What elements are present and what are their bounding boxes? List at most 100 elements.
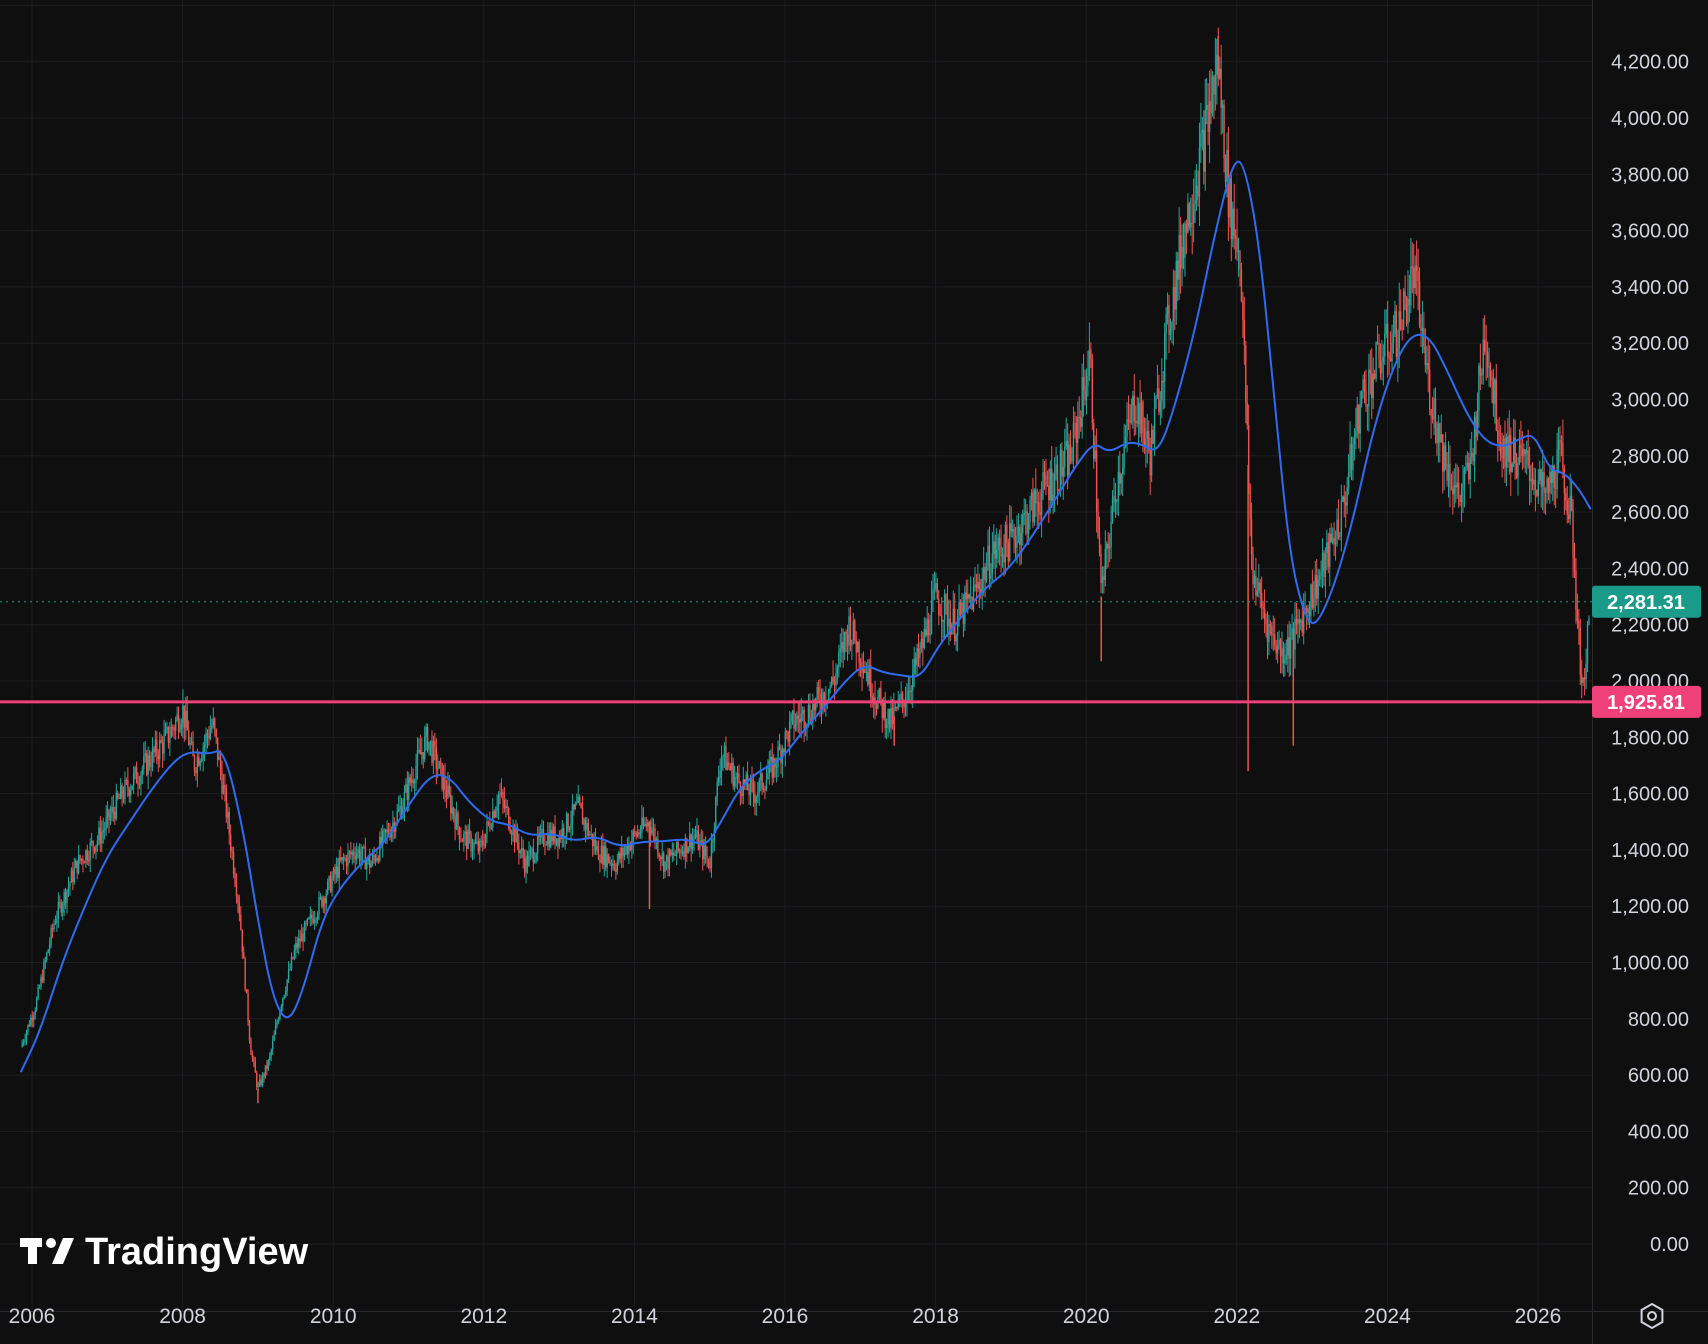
candle-body (541, 829, 543, 832)
candle-body (1397, 347, 1399, 357)
candle-body (1456, 482, 1458, 488)
candle-body (1006, 524, 1008, 543)
candle-body (1526, 450, 1528, 454)
candle-body (347, 852, 349, 867)
candle-body (1400, 311, 1402, 330)
candle-body (745, 774, 747, 785)
candle-body (1011, 529, 1014, 532)
candle-body (1258, 582, 1260, 591)
candle-body (479, 840, 481, 852)
candle-body (510, 832, 513, 835)
candle-body (678, 850, 681, 852)
candle-body (1368, 369, 1370, 406)
gear-icon[interactable] (1640, 1302, 1664, 1330)
candle-body (600, 845, 603, 863)
candle-body (916, 647, 918, 666)
candle-body (270, 1050, 272, 1056)
candle-body (841, 641, 843, 649)
candle-body (1511, 463, 1513, 472)
candle-body (628, 843, 630, 854)
candle-body (160, 740, 162, 743)
candle-body (910, 690, 912, 692)
candle-body (277, 1019, 280, 1023)
candle-body (248, 1021, 251, 1041)
candle-body (1236, 239, 1238, 253)
candle-body (111, 807, 113, 815)
candle-body (306, 918, 309, 924)
candle-body (1068, 444, 1070, 476)
candle-body (332, 868, 335, 879)
candle-body (1455, 485, 1457, 488)
candle-body (109, 814, 112, 820)
candle-body (1081, 377, 1083, 427)
candle-body (884, 701, 886, 729)
candle-body (1198, 147, 1201, 197)
candle-body (755, 796, 758, 804)
candle-body (738, 773, 740, 783)
candle-body (1230, 178, 1232, 240)
price-axis[interactable]: 0.00 200.00 400.00 600.00 800.00 1,000.00 1,20… (1611, 52, 1689, 1256)
candle-body (942, 619, 944, 623)
candle-body (1295, 618, 1298, 625)
candle-body (415, 766, 417, 783)
candle-body (432, 741, 435, 763)
candle-body (1407, 299, 1409, 325)
candle-body (237, 896, 239, 903)
candle-body (1177, 260, 1179, 280)
candle-body (871, 696, 873, 701)
candle-body (1146, 430, 1149, 439)
candle-body (215, 729, 217, 738)
candle-body (253, 1057, 255, 1062)
candle-body (1062, 467, 1065, 477)
candle-body (357, 849, 359, 853)
candle-body (299, 938, 301, 942)
candle-body (1421, 328, 1424, 331)
candle-body (1298, 619, 1301, 623)
candle-body (1123, 446, 1125, 468)
candle-body (793, 710, 795, 729)
candle-body (1149, 449, 1151, 476)
candle-body (416, 750, 419, 767)
candle-body (221, 772, 223, 794)
candle-body (1049, 468, 1051, 501)
candle-body (801, 709, 804, 714)
time-axis[interactable]: 2006 2008 2010 2012 2014 2016 2018 2020 2022 2024… (9, 1305, 1562, 1328)
candle-body (1523, 449, 1525, 457)
candle-body (366, 860, 368, 870)
candle-body (1517, 462, 1519, 478)
candle-body (1528, 465, 1531, 481)
candle-body (800, 713, 802, 723)
candle-body (85, 850, 87, 863)
candle-body (1426, 363, 1428, 366)
candle-body (1153, 408, 1156, 444)
candle-body (1285, 655, 1288, 660)
candle-body (1559, 439, 1561, 441)
candle-body (780, 749, 782, 764)
candle-body (380, 836, 382, 846)
candle-body (218, 756, 220, 760)
candle-body (1261, 593, 1263, 607)
candle-body (163, 734, 165, 754)
price-axis-label: 1,200.00 (1611, 896, 1689, 918)
candle-body (1129, 420, 1131, 423)
candle-body (1036, 502, 1038, 504)
candle-body (397, 808, 400, 811)
candle-body (1082, 377, 1085, 391)
candle-body (633, 831, 636, 833)
candle-body (1194, 199, 1196, 205)
candle-body (645, 823, 647, 827)
candle-body (1253, 575, 1256, 585)
candle-body (228, 812, 230, 835)
candle-body (487, 821, 490, 823)
candle-body (244, 958, 246, 990)
candle-body (522, 848, 524, 859)
candle-body (1201, 129, 1204, 134)
candle-body (447, 785, 449, 798)
candle-body (1581, 674, 1583, 683)
tradingview-logo[interactable]: TradingView (20, 1231, 309, 1273)
candle-body (1088, 349, 1091, 377)
candle-body (1259, 582, 1261, 594)
candle-body (1085, 386, 1088, 401)
candle-body (786, 731, 788, 733)
